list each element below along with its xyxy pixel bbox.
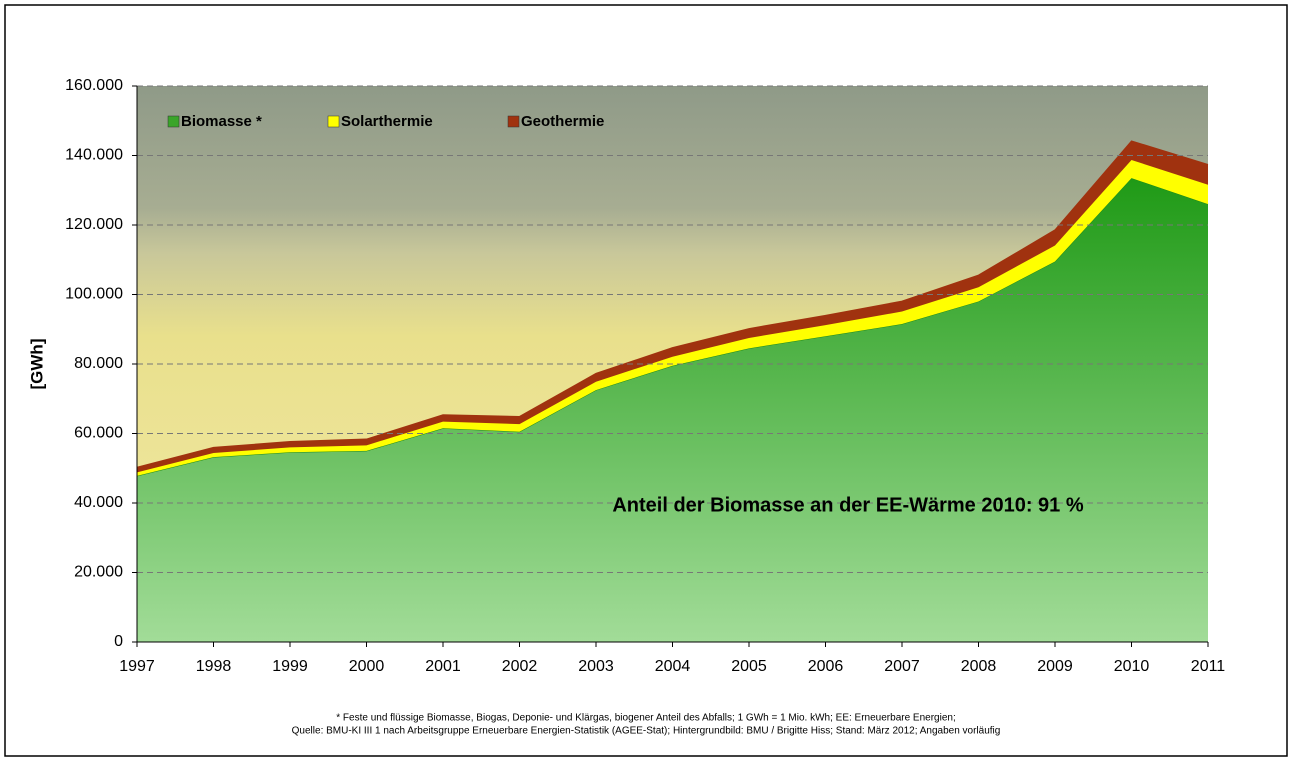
- y-axis-label: [GWh]: [27, 339, 46, 390]
- legend-swatch: [507, 115, 520, 128]
- x-tick-label: 2001: [425, 658, 461, 675]
- x-tick-label: 2006: [808, 658, 844, 675]
- footnote: Quelle: BMU-KI III 1 nach Arbeitsgruppe …: [292, 726, 1001, 737]
- annotation: Anteil der Biomasse an der EE-Wärme 2010…: [612, 494, 1084, 516]
- x-tick-label: 2004: [655, 658, 691, 675]
- footnote: * Feste und flüssige Biomasse, Biogas, D…: [336, 713, 956, 724]
- x-tick-label: 2008: [961, 658, 997, 675]
- y-tick-label: 40.000: [74, 494, 123, 511]
- x-tick-label: 2009: [1037, 658, 1073, 675]
- y-tick-label: 160.000: [65, 77, 123, 94]
- y-tick-label: 80.000: [74, 355, 123, 372]
- x-tick-label: 1997: [119, 658, 155, 675]
- legend-swatch: [327, 115, 340, 128]
- y-tick-label: 100.000: [65, 286, 123, 303]
- y-tick-label: 60.000: [74, 425, 123, 442]
- area-fill: [137, 178, 1208, 642]
- legend-swatch: [167, 115, 180, 128]
- y-tick-label: 0: [114, 633, 123, 650]
- x-tick-label: 2011: [1191, 658, 1226, 675]
- y-tick-label: 140.000: [65, 147, 123, 164]
- x-tick-label: 2010: [1114, 658, 1150, 675]
- x-tick-label: 2005: [731, 658, 767, 675]
- x-tick-label: 2007: [884, 658, 920, 675]
- y-tick-label: 120.000: [65, 216, 123, 233]
- x-tick-label: 2003: [578, 658, 614, 675]
- area-top-edge: [136, 140, 1209, 468]
- legend-label: Geothermie: [521, 113, 604, 130]
- x-tick-label: 1998: [196, 658, 232, 675]
- x-tick-label: 2000: [349, 658, 385, 675]
- legend-label: Solarthermie: [341, 113, 433, 130]
- y-tick-label: 20.000: [74, 564, 123, 581]
- x-tick-label: 1999: [272, 658, 308, 675]
- legend-label: Biomasse *: [181, 113, 262, 130]
- x-tick-label: 2002: [502, 658, 538, 675]
